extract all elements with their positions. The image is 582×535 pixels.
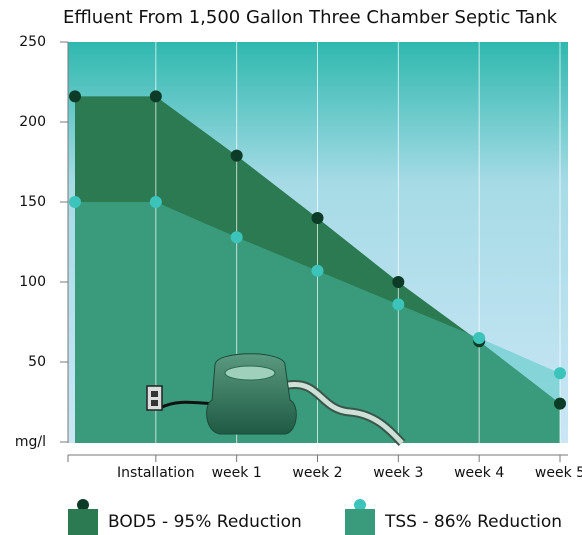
chart: Effluent From 1,500 Gallon Three Chamber… xyxy=(0,0,582,535)
marker xyxy=(554,398,566,410)
y-tick-label: 100 xyxy=(19,274,46,290)
marker xyxy=(150,196,162,208)
marker xyxy=(69,90,81,102)
marker xyxy=(312,265,324,277)
marker xyxy=(231,231,243,243)
legend: BOD5 - 95% Reduction TSS - 86% Reduction xyxy=(68,499,562,535)
marker xyxy=(231,150,243,162)
chart-title: Effluent From 1,500 Gallon Three Chamber… xyxy=(63,7,558,28)
legend-swatch xyxy=(345,509,375,535)
marker xyxy=(312,212,324,224)
marker xyxy=(69,196,81,208)
legend-swatch xyxy=(68,509,98,535)
legend-label: TSS - 86% Reduction xyxy=(384,512,562,532)
x-tick-label: Installation xyxy=(117,465,195,481)
y-tick-label: mg/l xyxy=(15,434,46,450)
x-tick-label: week 4 xyxy=(454,465,504,481)
legend-label: BOD5 - 95% Reduction xyxy=(108,512,302,532)
y-tick-label: 150 xyxy=(19,194,46,210)
x-tick-label: week 1 xyxy=(212,465,262,481)
y-tick-label: 250 xyxy=(19,34,46,50)
y-tick-label: 200 xyxy=(19,114,46,130)
marker xyxy=(392,298,404,310)
marker xyxy=(473,332,485,344)
marker xyxy=(150,90,162,102)
y-tick-label: 50 xyxy=(28,354,46,370)
x-tick-label: week 5 xyxy=(535,465,582,481)
x-tick-label: week 3 xyxy=(373,465,423,481)
marker xyxy=(554,367,566,379)
x-tick-label: week 2 xyxy=(292,465,342,481)
marker xyxy=(392,276,404,288)
